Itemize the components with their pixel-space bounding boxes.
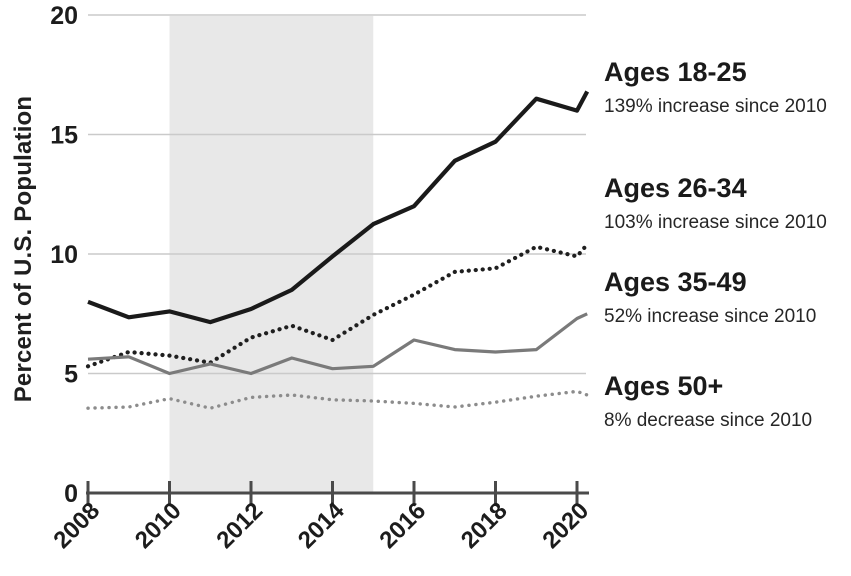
legend-group-ages-50-plus: Ages 50+ 8% decrease since 2010	[604, 371, 851, 432]
legend-series-name: Ages 26-34	[604, 173, 747, 203]
y-tick-label-5: 5	[64, 361, 78, 389]
series-line-3	[86, 389, 589, 410]
legend-group-ages-26-34: Ages 26-34 103% increase since 2010	[604, 173, 851, 234]
y-tick-label-20: 20	[50, 2, 78, 30]
x-tick-label-2010: 2010	[130, 497, 187, 554]
x-tick-label-2016: 2016	[374, 497, 431, 554]
x-tick-label-2018: 2018	[456, 497, 513, 554]
series-line-2	[87, 312, 588, 376]
legend-series-annotation: 8% decrease since 2010	[604, 410, 813, 431]
legend-series-annotation: 103% increase since 2010	[604, 212, 827, 233]
y-axis-title: Percent of U.S. Population	[10, 95, 37, 403]
legend-series-annotation: 52% increase since 2010	[604, 306, 817, 327]
series-line-0	[87, 90, 590, 325]
x-tick-label-2012: 2012	[211, 497, 268, 554]
x-tick-label-2014: 2014	[293, 497, 350, 554]
legend-series-name: Ages 35-49	[604, 267, 747, 297]
x-tick-label-2020: 2020	[537, 497, 594, 554]
series-line-1	[85, 242, 590, 369]
y-tick-label-10: 10	[50, 241, 78, 269]
legend-series-name: Ages 50+	[604, 371, 724, 401]
y-tick-label-0: 0	[64, 480, 78, 508]
legend-series-name: Ages 18-25	[604, 57, 747, 87]
legend-series-annotation: 139% increase since 2010	[604, 96, 827, 117]
legend-group-ages-18-25: Ages 18-25 139% increase since 2010	[604, 57, 851, 118]
legend-group-ages-35-49: Ages 35-49 52% increase since 2010	[604, 267, 851, 328]
y-tick-label-15: 15	[50, 122, 78, 150]
x-tick-label-2008: 2008	[48, 497, 105, 554]
